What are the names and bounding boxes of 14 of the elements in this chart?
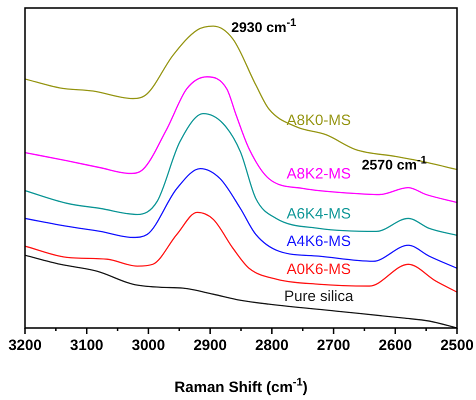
series-label: Pure silica xyxy=(284,288,354,306)
series-label: A8K0-MS xyxy=(286,112,351,129)
x-tick-label: 3000 xyxy=(132,337,166,354)
x-tick-label: 3100 xyxy=(70,337,104,354)
x-tick-label: 2500 xyxy=(440,337,474,354)
series-label: A6K4-MS xyxy=(286,205,351,222)
x-tick-label: 3200 xyxy=(8,337,42,354)
x-tick-label: 2800 xyxy=(255,337,289,354)
series-label: A8K2-MS xyxy=(286,166,351,183)
series-label: A0K6-MS xyxy=(286,261,351,278)
x-tick-label: 2600 xyxy=(378,337,412,354)
x-tick-label: 2700 xyxy=(316,337,350,354)
series-label: A4K6-MS xyxy=(286,233,351,250)
x-tick-label: 2900 xyxy=(193,337,227,354)
